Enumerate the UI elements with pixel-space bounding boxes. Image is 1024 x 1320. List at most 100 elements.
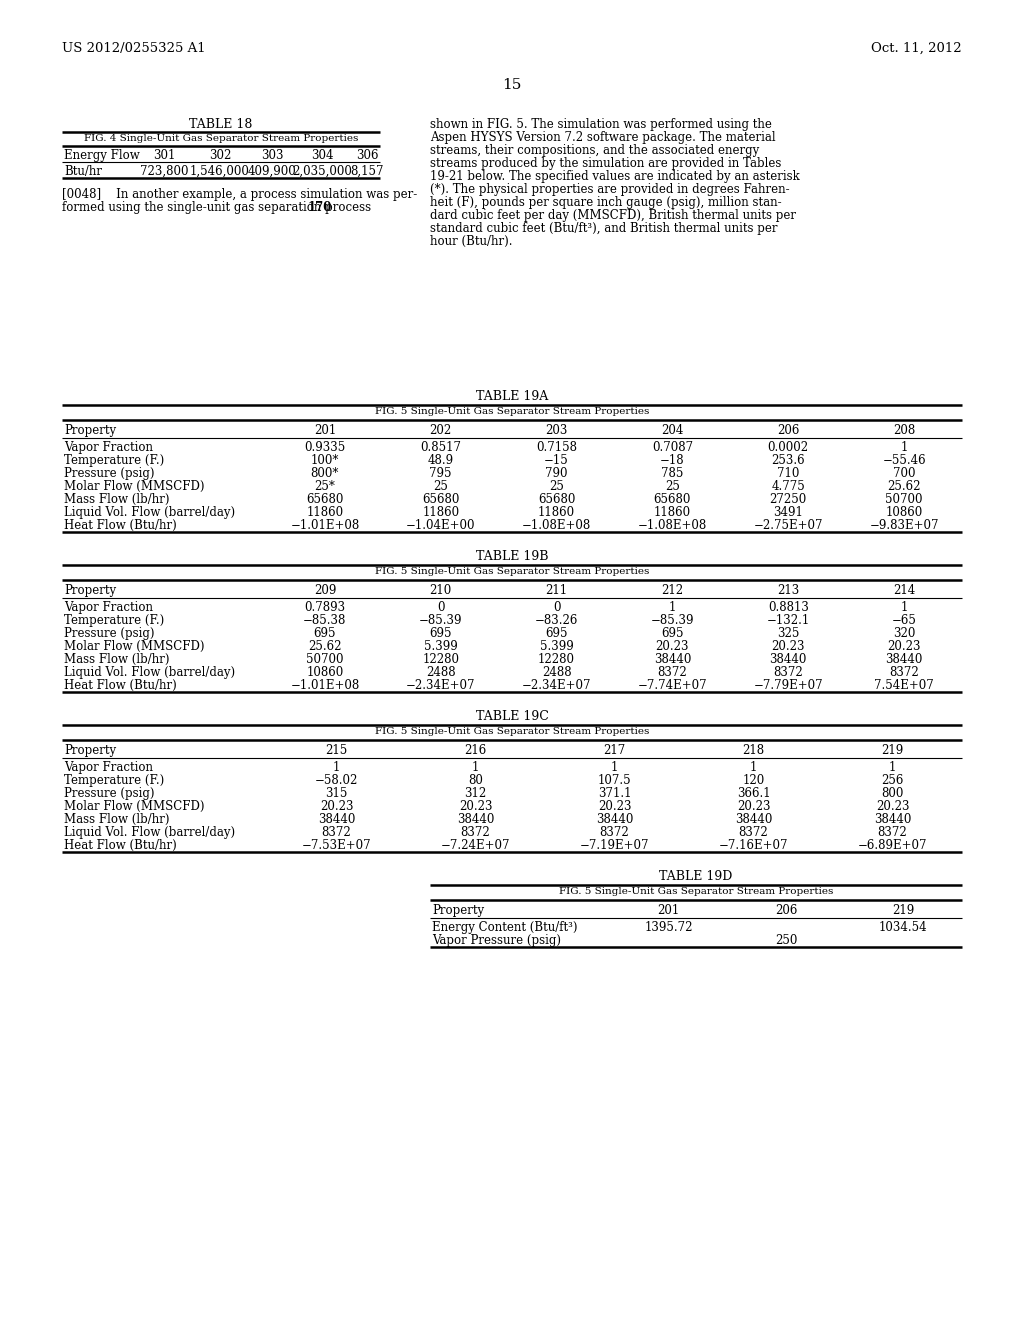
Text: Pressure (psig): Pressure (psig) <box>63 467 155 480</box>
Text: 20.23: 20.23 <box>655 640 689 653</box>
Text: −85.39: −85.39 <box>419 614 463 627</box>
Text: 8372: 8372 <box>889 667 919 678</box>
Text: 2488: 2488 <box>542 667 571 678</box>
Text: 11860: 11860 <box>306 506 343 519</box>
Text: 208: 208 <box>893 424 915 437</box>
Text: 8372: 8372 <box>600 826 630 840</box>
Text: 409,900: 409,900 <box>248 165 296 178</box>
Text: streams, their compositions, and the associated energy: streams, their compositions, and the ass… <box>430 144 759 157</box>
Text: 25*: 25* <box>314 480 335 492</box>
Text: 1: 1 <box>333 762 340 774</box>
Text: 25: 25 <box>433 480 449 492</box>
Text: 1034.54: 1034.54 <box>879 921 928 935</box>
Text: 213: 213 <box>777 583 800 597</box>
Text: Heat Flow (Btu/hr): Heat Flow (Btu/hr) <box>63 840 177 851</box>
Text: FIG. 5 Single-Unit Gas Separator Stream Properties: FIG. 5 Single-Unit Gas Separator Stream … <box>559 887 834 896</box>
Text: 1: 1 <box>900 441 907 454</box>
Text: 8372: 8372 <box>738 826 768 840</box>
Text: 201: 201 <box>657 904 680 917</box>
Text: 25.62: 25.62 <box>888 480 921 492</box>
Text: −15: −15 <box>544 454 569 467</box>
Text: 302: 302 <box>209 149 231 162</box>
Text: −9.83E+07: −9.83E+07 <box>869 519 939 532</box>
Text: 38440: 38440 <box>596 813 633 826</box>
Text: Aspen HYSYS Version 7.2 software package. The material: Aspen HYSYS Version 7.2 software package… <box>430 131 775 144</box>
Text: −85.38: −85.38 <box>303 614 346 627</box>
Text: 12280: 12280 <box>422 653 459 667</box>
Text: Vapor Pressure (psig): Vapor Pressure (psig) <box>432 935 561 946</box>
Text: Molar Flow (MMSCFD): Molar Flow (MMSCFD) <box>63 480 205 492</box>
Text: Mass Flow (lb/hr): Mass Flow (lb/hr) <box>63 813 170 826</box>
Text: 1: 1 <box>900 601 907 614</box>
Text: 695: 695 <box>662 627 684 640</box>
Text: Pressure (psig): Pressure (psig) <box>63 627 155 640</box>
Text: 0.7087: 0.7087 <box>652 441 693 454</box>
Text: FIG. 5 Single-Unit Gas Separator Stream Properties: FIG. 5 Single-Unit Gas Separator Stream … <box>375 407 649 416</box>
Text: Vapor Fraction: Vapor Fraction <box>63 601 153 614</box>
Text: 100*: 100* <box>310 454 339 467</box>
Text: 20.23: 20.23 <box>459 800 493 813</box>
Text: 371.1: 371.1 <box>598 787 631 800</box>
Text: 8372: 8372 <box>461 826 490 840</box>
Text: −1.08E+08: −1.08E+08 <box>522 519 591 532</box>
Text: 11860: 11860 <box>538 506 575 519</box>
Text: Temperature (F.): Temperature (F.) <box>63 774 164 787</box>
Text: −18: −18 <box>660 454 685 467</box>
Text: 0.8517: 0.8517 <box>420 441 461 454</box>
Text: 204: 204 <box>662 424 684 437</box>
Text: hour (Btu/hr).: hour (Btu/hr). <box>430 235 512 248</box>
Text: 800: 800 <box>882 787 904 800</box>
Text: Mass Flow (lb/hr): Mass Flow (lb/hr) <box>63 653 170 667</box>
Text: 695: 695 <box>546 627 568 640</box>
Text: 10860: 10860 <box>306 667 343 678</box>
Text: 65680: 65680 <box>422 492 460 506</box>
Text: −7.53E+07: −7.53E+07 <box>302 840 372 851</box>
Text: −132.1: −132.1 <box>767 614 810 627</box>
Text: 216: 216 <box>464 744 486 756</box>
Text: 219: 219 <box>882 744 903 756</box>
Text: 0.7893: 0.7893 <box>304 601 345 614</box>
Text: 250: 250 <box>775 935 798 946</box>
Text: 315: 315 <box>326 787 348 800</box>
Text: 211: 211 <box>546 583 567 597</box>
Text: 27250: 27250 <box>770 492 807 506</box>
Text: 8,157: 8,157 <box>350 165 384 178</box>
Text: 253.6: 253.6 <box>771 454 805 467</box>
Text: 8372: 8372 <box>322 826 351 840</box>
Text: FIG. 4 Single-Unit Gas Separator Stream Properties: FIG. 4 Single-Unit Gas Separator Stream … <box>84 135 358 143</box>
Text: 38440: 38440 <box>735 813 772 826</box>
Text: −1.01E+08: −1.01E+08 <box>290 678 359 692</box>
Text: Molar Flow (MMSCFD): Molar Flow (MMSCFD) <box>63 640 205 653</box>
Text: 215: 215 <box>326 744 347 756</box>
Text: 48.9: 48.9 <box>428 454 454 467</box>
Text: −2.34E+07: −2.34E+07 <box>522 678 591 692</box>
Text: −6.89E+07: −6.89E+07 <box>858 840 928 851</box>
Text: 785: 785 <box>662 467 684 480</box>
Text: 0.9335: 0.9335 <box>304 441 345 454</box>
Text: dard cubic feet per day (MMSCFD), British thermal units per: dard cubic feet per day (MMSCFD), Britis… <box>430 209 796 222</box>
Text: 800*: 800* <box>310 467 339 480</box>
Text: formed using the single-unit gas separation process: formed using the single-unit gas separat… <box>62 201 375 214</box>
Text: 790: 790 <box>546 467 568 480</box>
Text: 325: 325 <box>777 627 800 640</box>
Text: −7.74E+07: −7.74E+07 <box>638 678 708 692</box>
Text: Vapor Fraction: Vapor Fraction <box>63 441 153 454</box>
Text: 50700: 50700 <box>306 653 344 667</box>
Text: 695: 695 <box>429 627 452 640</box>
Text: Heat Flow (Btu/hr): Heat Flow (Btu/hr) <box>63 678 177 692</box>
Text: 2488: 2488 <box>426 667 456 678</box>
Text: heit (F), pounds per square inch gauge (psig), million stan-: heit (F), pounds per square inch gauge (… <box>430 195 781 209</box>
Text: 301: 301 <box>153 149 175 162</box>
Text: −2.34E+07: −2.34E+07 <box>406 678 475 692</box>
Text: 217: 217 <box>603 744 626 756</box>
Text: shown in FIG. 5. The simulation was performed using the: shown in FIG. 5. The simulation was perf… <box>430 117 772 131</box>
Text: 0.8813: 0.8813 <box>768 601 809 614</box>
Text: 65680: 65680 <box>653 492 691 506</box>
Text: Heat Flow (Btu/hr): Heat Flow (Btu/hr) <box>63 519 177 532</box>
Text: Property: Property <box>63 583 116 597</box>
Text: 10860: 10860 <box>886 506 923 519</box>
Text: TABLE 18: TABLE 18 <box>189 117 253 131</box>
Text: TABLE 19D: TABLE 19D <box>659 870 733 883</box>
Text: 38440: 38440 <box>770 653 807 667</box>
Text: Liquid Vol. Flow (barrel/day): Liquid Vol. Flow (barrel/day) <box>63 506 236 519</box>
